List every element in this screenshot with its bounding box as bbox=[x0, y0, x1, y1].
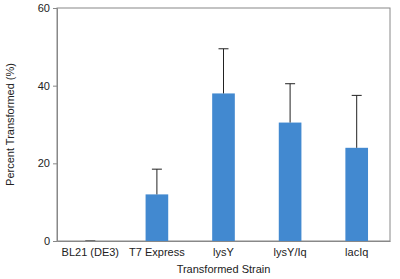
y-tick-mark bbox=[53, 163, 57, 164]
bar bbox=[212, 93, 235, 241]
y-tick-label: 60 bbox=[38, 2, 50, 14]
error-bar bbox=[219, 49, 229, 94]
plot: 0 20 40 60 BL21 (DE3) T7 Express lysY lysY/Iq la… bbox=[38, 2, 391, 258]
x-tick-label: lysY bbox=[213, 246, 234, 258]
y-tick: 60 bbox=[38, 2, 57, 14]
y-tick-mark bbox=[53, 86, 57, 87]
y-axis-title: Percent Transformed (%) bbox=[4, 63, 16, 186]
x-tick-label: T7 Express bbox=[129, 246, 185, 258]
error-bar bbox=[152, 169, 162, 194]
x-axis: BL21 (DE3) T7 Express lysY lysY/Iq lacIq bbox=[58, 241, 391, 258]
bar bbox=[79, 241, 102, 242]
error-bar bbox=[85, 241, 95, 242]
x-axis-title: Transformed Strain bbox=[177, 263, 271, 275]
y-tick: 20 bbox=[38, 157, 57, 169]
x-tick: T7 Express bbox=[129, 241, 185, 258]
y-tick-mark bbox=[53, 241, 57, 242]
bar bbox=[345, 148, 368, 241]
error-bar bbox=[352, 95, 362, 147]
y-tick-label: 0 bbox=[44, 235, 50, 247]
error-cap bbox=[152, 169, 162, 170]
error-cap bbox=[219, 48, 229, 49]
y-axis-line bbox=[53, 9, 58, 242]
error-cap bbox=[285, 83, 295, 84]
error-line bbox=[356, 95, 357, 147]
y-tick: 40 bbox=[38, 80, 57, 92]
x-tick-label: lacIq bbox=[345, 246, 368, 258]
error-cap bbox=[85, 241, 95, 242]
x-axis-line bbox=[58, 241, 391, 242]
x-tick: lysY/Iq bbox=[274, 241, 307, 258]
y-axis: 0 20 40 60 bbox=[38, 2, 58, 247]
error-cap bbox=[352, 95, 362, 96]
marks bbox=[85, 49, 368, 241]
x-tick: lacIq bbox=[345, 241, 368, 258]
plot-frame bbox=[57, 8, 390, 241]
bar bbox=[146, 194, 169, 241]
x-tick: lysY bbox=[213, 241, 234, 258]
y-tick-label: 40 bbox=[38, 80, 50, 92]
x-tick-label: BL21 (DE3) bbox=[62, 246, 119, 258]
error-line bbox=[223, 49, 224, 94]
x-tick: BL21 (DE3) bbox=[62, 241, 119, 258]
error-line bbox=[290, 84, 291, 123]
y-tick-label: 20 bbox=[38, 157, 50, 169]
y-tick-mark bbox=[53, 8, 57, 9]
error-line bbox=[156, 169, 157, 194]
x-tick-label: lysY/Iq bbox=[274, 246, 307, 258]
chart: 0 20 40 60 BL21 (DE3) T7 Express lysY lysY/Iq la… bbox=[0, 0, 400, 279]
bar bbox=[279, 123, 302, 241]
error-bar bbox=[285, 84, 295, 123]
y-tick: 0 bbox=[44, 235, 57, 247]
